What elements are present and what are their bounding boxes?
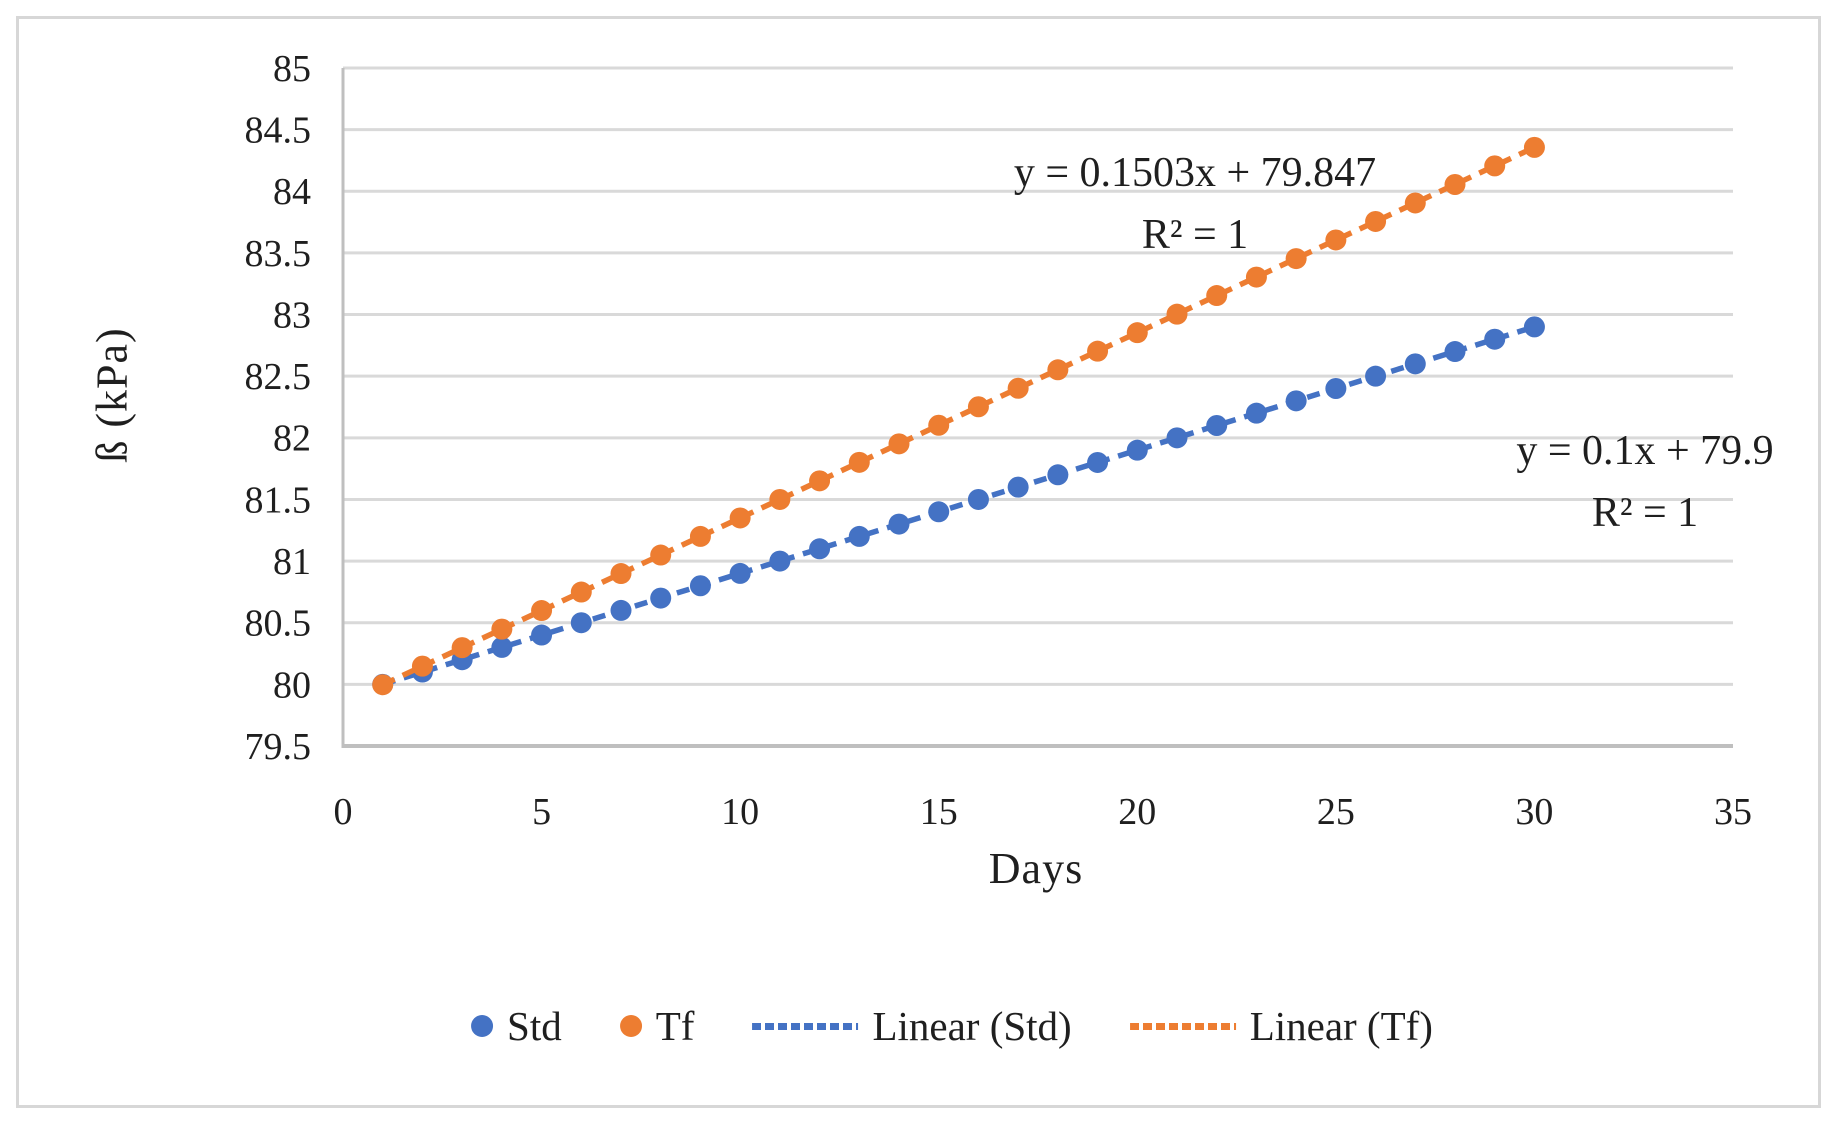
legend-label-linear-std: Linear (Std) [872, 1003, 1072, 1049]
svg-text:84: 84 [273, 171, 311, 213]
y-axis-title: ß (kPa) [87, 327, 137, 463]
svg-text:81: 81 [273, 541, 311, 583]
r-squared-text-tf: R² = 1 [1141, 212, 1249, 258]
svg-text:83.5: 83.5 [245, 233, 312, 275]
svg-text:20: 20 [1118, 791, 1156, 833]
legend-item-std: Std [471, 1002, 562, 1050]
svg-text:80.5: 80.5 [245, 603, 312, 645]
legend-item-linear-tf: Linear (Tf) [1129, 1002, 1433, 1050]
std-marker-icon [471, 1015, 494, 1037]
legend-label-tf: Tf [655, 1003, 695, 1049]
legend-label-linear-tf: Linear (Tf) [1249, 1003, 1433, 1049]
svg-text:10: 10 [721, 791, 759, 833]
equation-text-tf: y = 0.1503x + 79.847 [1013, 150, 1377, 196]
svg-text:25: 25 [1317, 791, 1355, 833]
svg-text:84.5: 84.5 [245, 110, 312, 152]
svg-text:79.5: 79.5 [245, 726, 312, 768]
svg-text:30: 30 [1515, 791, 1553, 833]
svg-text:81.5: 81.5 [245, 479, 312, 521]
tf-marker-icon [619, 1015, 642, 1037]
legend: Std Tf Linear (Std) Linear (Tf) [471, 1002, 1433, 1050]
svg-text:83: 83 [273, 294, 311, 336]
svg-text:15: 15 [920, 791, 958, 833]
svg-text:80: 80 [273, 664, 311, 706]
trendline-equation-std: y = 0.1x + 79.9 R² = 1 [1516, 420, 1773, 544]
svg-text:5: 5 [532, 791, 551, 833]
svg-text:82: 82 [273, 418, 311, 460]
dashed-line-icon-tf [1129, 1022, 1236, 1030]
equation-text-std: y = 0.1x + 79.9 [1516, 428, 1774, 474]
x-axis-title: Days [988, 844, 1084, 893]
svg-text:35: 35 [1714, 791, 1752, 833]
r-squared-text-std: R² = 1 [1591, 490, 1699, 536]
trendline-equation-tf: y = 0.1503x + 79.847 R² = 1 [1014, 142, 1376, 266]
svg-text:0: 0 [334, 791, 353, 833]
dashed-line-icon-std [752, 1022, 859, 1030]
legend-label-std: Std [507, 1003, 562, 1049]
svg-text:82.5: 82.5 [245, 356, 312, 398]
svg-text:85: 85 [273, 48, 311, 90]
legend-item-linear-std: Linear (Std) [752, 1002, 1072, 1050]
legend-item-tf: Tf [619, 1002, 695, 1050]
